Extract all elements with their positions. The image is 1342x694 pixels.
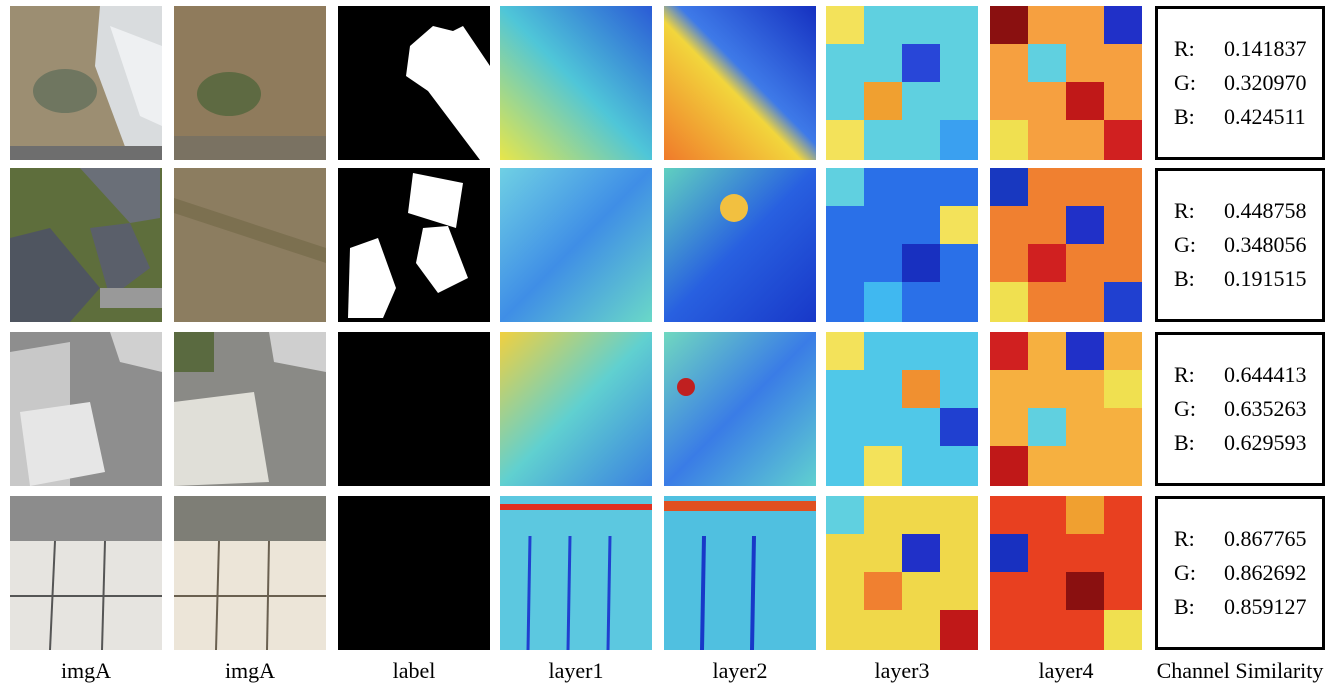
column-caption-layer4: layer4 <box>1038 658 1094 683</box>
similarity-g: G: 0.320970 <box>1174 70 1307 95</box>
layer1-heatmap-row4 <box>500 496 652 650</box>
column-caption-layer3: layer3 <box>874 658 930 683</box>
column-caption-layer2: layer2 <box>712 658 768 683</box>
aerial-image-row1-b <box>174 6 326 160</box>
similarity-r: R: 0.644413 <box>1174 362 1307 387</box>
layer4-heatmap-row1 <box>990 6 1142 160</box>
channel-similarity-box-row4: R: 0.867765 G: 0.862692 B: 0.859127 <box>1155 496 1325 650</box>
similarity-g: G: 0.635263 <box>1174 396 1307 421</box>
column-caption-imgA-2: imgA <box>224 658 276 683</box>
similarity-b: B: 0.191515 <box>1174 266 1307 291</box>
column-caption-label: label <box>392 658 436 683</box>
similarity-g: G: 0.862692 <box>1174 560 1307 585</box>
aerial-image-row3-a <box>10 332 162 486</box>
aerial-image-row1-a <box>10 6 162 160</box>
layer4-heatmap-row4 <box>990 496 1142 650</box>
similarity-b: B: 0.629593 <box>1174 430 1307 455</box>
channel-similarity-box-row2: R: 0.448758 G: 0.348056 B: 0.191515 <box>1155 168 1325 322</box>
aerial-image-row4-a <box>10 496 162 650</box>
layer3-heatmap-row3 <box>826 332 978 486</box>
layer1-heatmap-row1 <box>500 6 652 160</box>
column-caption-imgA-1: imgA <box>60 658 112 683</box>
column-caption-channel-similarity: Channel Similarity <box>1156 658 1324 683</box>
layer3-heatmap-row2 <box>826 168 978 322</box>
similarity-r: R: 0.448758 <box>1174 198 1307 223</box>
channel-similarity-box-row1: R: 0.141837 G: 0.320970 B: 0.424511 <box>1155 6 1325 160</box>
channel-similarity-box-row3: R: 0.644413 G: 0.635263 B: 0.629593 <box>1155 332 1325 486</box>
similarity-b: B: 0.859127 <box>1174 594 1307 619</box>
layer2-heatmap-row1 <box>664 6 816 160</box>
similarity-g: G: 0.348056 <box>1174 232 1307 257</box>
similarity-r: R: 0.141837 <box>1174 36 1307 61</box>
layer2-heatmap-row2 <box>664 168 816 322</box>
aerial-image-row2-b <box>174 168 326 322</box>
similarity-r: R: 0.867765 <box>1174 526 1307 551</box>
layer1-heatmap-row3 <box>500 332 652 486</box>
layer2-heatmap-row3 <box>664 332 816 486</box>
aerial-image-row4-b <box>174 496 326 650</box>
layer2-heatmap-row4 <box>664 496 816 650</box>
aerial-image-row2-a <box>10 168 162 322</box>
aerial-image-row3-b <box>174 332 326 486</box>
label-mask-row1 <box>338 6 490 160</box>
layer3-heatmap-row4 <box>826 496 978 650</box>
similarity-b: B: 0.424511 <box>1174 104 1306 129</box>
column-caption-layer1: layer1 <box>548 658 604 683</box>
layer3-heatmap-row1 <box>826 6 978 160</box>
layer1-heatmap-row2 <box>500 168 652 322</box>
layer4-heatmap-row3 <box>990 332 1142 486</box>
layer4-heatmap-row2 <box>990 168 1142 322</box>
label-mask-row2 <box>338 168 490 322</box>
label-mask-row3 <box>338 332 490 486</box>
label-mask-row4 <box>338 496 490 650</box>
